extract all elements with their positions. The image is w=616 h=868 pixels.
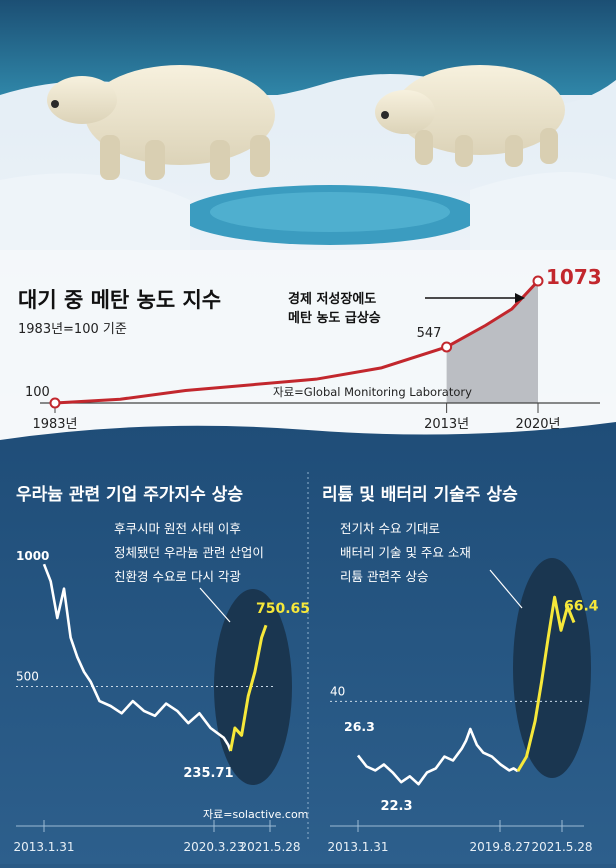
- lithium-x-tick-label: 2021.5.28: [531, 840, 592, 854]
- uranium-x-tick-label: 2020.3.23: [183, 840, 244, 854]
- uranium-highlight-line: [229, 624, 268, 752]
- lithium-x-tick-label: 2019.8.27: [469, 840, 530, 854]
- ice-floe-right: [470, 172, 616, 260]
- lithium-start-label: 26.3: [344, 719, 375, 734]
- methane-data-label: 1073: [546, 265, 602, 289]
- methane-data-point: [49, 397, 61, 409]
- uranium-chart-title: 우라늄 관련 기업 주가지수 상승: [16, 485, 243, 505]
- methane-x-tick-label: 2020년: [515, 417, 560, 432]
- methane-annotation-line1: 경제 저성장에도: [288, 291, 376, 307]
- polar-bears-on-ice-photo: [0, 0, 616, 440]
- lithium-highlight-oval: [513, 558, 591, 778]
- lithium-note-line1: 전기차 수요 기대로: [340, 521, 440, 536]
- methane-highlight-area: [446, 281, 538, 403]
- ice-floe-left: [0, 173, 190, 260]
- arrow-head-icon: [515, 293, 525, 303]
- uranium-x-tick-label: 2021.5.28: [239, 840, 300, 854]
- methane-series-line: [54, 279, 540, 405]
- stock-charts-section: 우라늄 관련 기업 주가지수 상승 리튬 및 배터리 기술주 상승 후쿠시마 원…: [0, 422, 616, 864]
- uranium-note-pointer: [199, 587, 231, 623]
- lithium-note-pointer: [489, 569, 523, 609]
- lithium-end-label: 66.4: [564, 598, 599, 614]
- uranium-series-line: [42, 563, 232, 752]
- methane-data-label: 100: [25, 385, 50, 400]
- lithium-chart-title: 리튬 및 배터리 기술주 상승: [322, 485, 518, 505]
- methane-chart: 대기 중 메탄 농도 지수 1983년=100 기준 1983년 100 2013년…: [18, 265, 602, 432]
- methane-annotation-line2: 메탄 농도 급상승: [288, 310, 381, 326]
- uranium-end-label: 750.65: [256, 601, 310, 617]
- lithium-note-line3: 리튬 관련주 상승: [340, 569, 428, 584]
- methane-data-label: 547: [417, 326, 442, 341]
- lithium-x-tick-label: 2013.1.31: [327, 840, 388, 854]
- methane-source: 자료=Global Monitoring Laboratory: [273, 385, 472, 399]
- uranium-x-tick-label: 2013.1.31: [13, 840, 74, 854]
- polar-bear-icon: [375, 65, 565, 167]
- uranium-source: 자료=solactive.com: [203, 808, 308, 821]
- methane-x-tick-label: 1983년: [32, 417, 77, 432]
- methane-data-point: [532, 275, 544, 287]
- methane-chart-subtitle: 1983년=100 기준: [18, 322, 127, 337]
- polar-bear-icon: [47, 65, 275, 180]
- uranium-highlight-oval: [214, 589, 292, 785]
- lithium-note-line2: 배터리 기술 및 주요 소재: [340, 545, 471, 560]
- methane-chart-title: 대기 중 메탄 농도 지수: [18, 288, 221, 312]
- uranium-y-tick-label: 500: [16, 669, 39, 683]
- uranium-note-line1: 후쿠시마 원전 사태 이후: [114, 521, 241, 536]
- methane-data-point: [441, 341, 453, 353]
- meltwater-pool-highlight: [210, 192, 450, 232]
- uranium-note-line2: 정체됐던 우라늄 관련 산업이: [114, 545, 264, 560]
- uranium-y-tick-label: 1000: [16, 549, 49, 563]
- lithium-highlight-line: [516, 595, 576, 772]
- uranium-note-line3: 친환경 수요로 다시 각광: [114, 569, 241, 584]
- lithium-low-label: 22.3: [380, 799, 412, 814]
- lithium-series-line: [356, 727, 519, 786]
- lithium-y-tick-label: 40: [330, 684, 345, 698]
- methane-x-tick-label: 2013년: [424, 417, 469, 432]
- uranium-low-label: 235.71: [183, 766, 233, 781]
